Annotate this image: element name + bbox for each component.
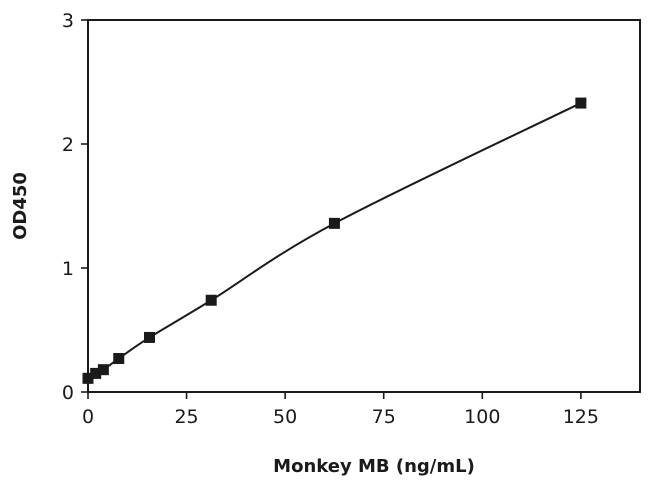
x-tick-label-4: 100: [464, 406, 500, 428]
y-axis-ticks: 0 1 2 3: [62, 10, 88, 404]
x-tick-label-5: 125: [563, 406, 599, 428]
y-tick-label-0: 0: [62, 382, 74, 404]
plot-frame: [87, 19, 641, 393]
x-tick-label-1: 25: [174, 406, 198, 428]
y-tick-label-3: 3: [62, 10, 74, 32]
data-point-1: [90, 367, 102, 379]
data-point-3: [113, 353, 125, 365]
fit-curve: [87, 102, 582, 380]
data-point-7: [575, 97, 587, 109]
data-point-6: [328, 217, 340, 229]
y-tick-label-2: 2: [62, 134, 74, 156]
x-axis-title: Monkey MB (ng/mL): [273, 456, 475, 477]
data-point-0: [82, 372, 94, 384]
data-point-5: [205, 294, 217, 306]
data-point-4: [144, 331, 156, 343]
x-tick-label-0: 0: [82, 406, 94, 428]
x-tick-label-2: 50: [273, 406, 297, 428]
data-point-2: [97, 364, 109, 376]
y-axis-title: OD450: [10, 172, 31, 240]
x-axis-ticks: 0 25 50 75 100 125: [82, 392, 599, 428]
x-tick-label-3: 75: [372, 406, 396, 428]
data-markers: [82, 97, 587, 384]
y-tick-label-1: 1: [62, 258, 74, 280]
